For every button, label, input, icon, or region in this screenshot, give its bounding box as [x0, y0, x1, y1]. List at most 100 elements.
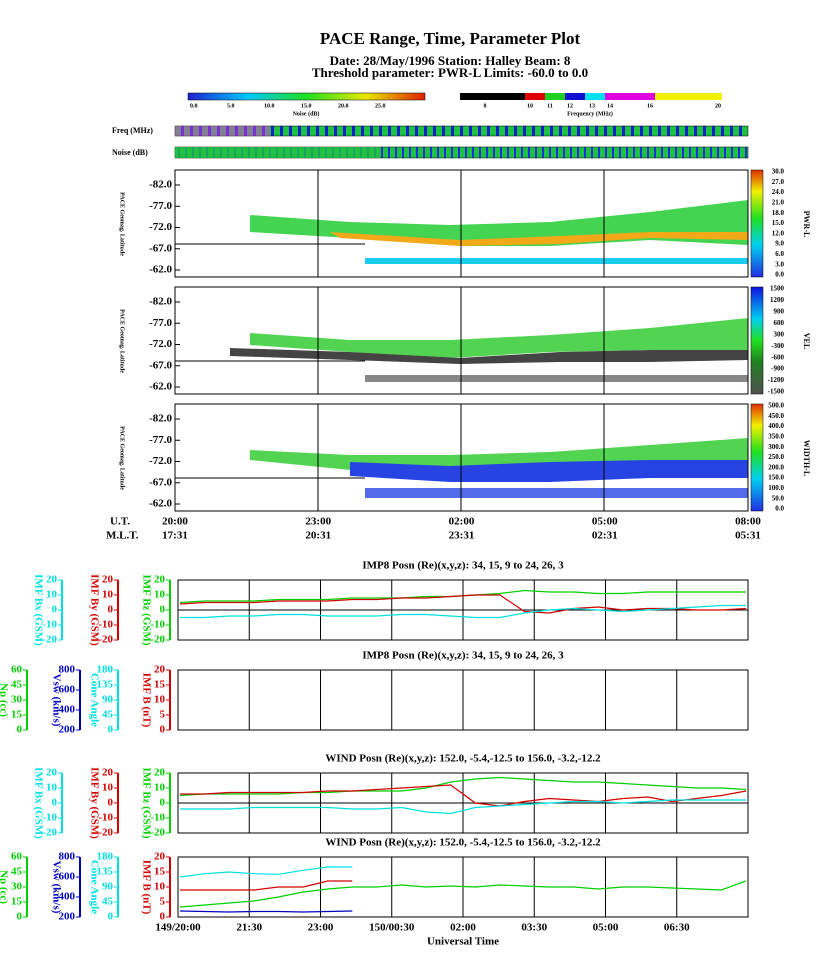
panel-title: IMP8 Posn (Re)(x,y,z): 34, 15, 9 to 24, …	[362, 650, 564, 662]
axis-tick-label: -20	[42, 827, 57, 839]
color-scale	[750, 403, 764, 512]
param-label: VEL	[802, 333, 811, 349]
axis-tick-label: 800	[59, 851, 76, 863]
strip-label: Noise (dB)	[112, 148, 148, 157]
y-tick-label: -72.0	[149, 455, 172, 467]
axis-tick-label: 20	[46, 767, 58, 779]
axis-tick-label: 90	[102, 881, 114, 893]
axis-tick-label: 0	[160, 604, 166, 616]
axis-label: IMF Bz (GSM)	[140, 574, 152, 645]
mlt-label: M.L.T.	[106, 530, 139, 542]
noise-tick: 15.0	[301, 103, 312, 109]
axis-label: IMF By (GSM)	[88, 767, 100, 839]
y-tick-label: -72.0	[149, 221, 172, 233]
date-line: Date: 28/May/1996 Station: Halley Beam: …	[330, 53, 571, 68]
title: PACE Range, Time, Parameter Plot	[320, 29, 581, 48]
axis-tick-label: 45	[102, 896, 114, 908]
axis-tick-label: 135	[97, 866, 114, 878]
freq-tick: 16	[647, 103, 653, 109]
axis-label: Cone Angle	[88, 673, 100, 727]
axis-tick-label: 20	[154, 664, 166, 676]
axis-label: IMF B (nT)	[140, 673, 152, 728]
scale-label: 1500	[770, 285, 785, 293]
axis-tick-label: 400	[59, 704, 76, 716]
freq-tick: 8	[484, 103, 487, 109]
axis-tick-label: -20	[150, 827, 165, 839]
axis-tick-label: 10	[154, 694, 166, 706]
scale-label: 21.0	[772, 199, 785, 207]
axis-tick-label: 200	[59, 724, 76, 736]
axis-tick-label: -10	[98, 619, 113, 631]
axis-tick-label: 400	[59, 891, 76, 903]
scale-label: 0.0	[775, 505, 784, 513]
axis-tick-label: 10	[154, 881, 166, 893]
axis-label: Cone Angle	[88, 860, 100, 914]
freq-tick: 14	[607, 103, 613, 109]
scale-label: 100.0	[768, 484, 784, 492]
imf-line	[180, 784, 747, 807]
axis-tick-label: -20	[42, 634, 57, 646]
axis-tick-label: 60	[11, 851, 23, 863]
axis-tick-label: 10	[154, 782, 166, 794]
threshold-line: Threshold parameter: PWR-L Limits: -60.0…	[312, 65, 588, 80]
axis-tick-label: 0	[52, 797, 58, 809]
axis-tick-label: 0	[108, 724, 114, 736]
ut-tick: 05:00	[592, 516, 618, 528]
y-tick-label: -62.0	[149, 498, 172, 510]
param-label: PWR-L	[802, 211, 811, 238]
axis-tick-label: 0	[108, 604, 114, 616]
panel-title: WIND Posn (Re)(x,y,z): 152.0, -5.4,-12.5…	[325, 837, 601, 849]
x-tick-label: 05:00	[593, 922, 619, 934]
axis-tick-label: 0	[17, 724, 23, 736]
scale-label: 400.0	[768, 422, 784, 430]
axis-tick-label: 30	[11, 881, 23, 893]
scale-label: 30.0	[772, 168, 785, 176]
noise-label: Noise (dB)	[293, 110, 320, 117]
mlt-tick: 17:31	[162, 530, 188, 542]
param-label: WIDTH-L	[802, 440, 811, 476]
mlt-tick: 05:31	[735, 530, 761, 542]
mlt-tick: 02:31	[592, 530, 618, 542]
x-axis-label: Universal Time	[427, 936, 499, 948]
axis-tick-label: 15	[11, 896, 23, 908]
axis-tick-label: 45	[11, 679, 23, 691]
axis-label: Vsw (km/s)	[50, 674, 62, 727]
y-tick-label: -82.0	[149, 179, 172, 191]
axis-tick-label: 20	[102, 574, 114, 586]
axis-tick-label: 0	[108, 797, 114, 809]
noise-tick: 0.0	[190, 103, 198, 109]
axis-label: IMF Bz (GSM)	[140, 767, 152, 838]
imf-line	[179, 594, 747, 614]
y-axis-label: PACE Geomag. Latitude	[119, 192, 125, 256]
ut-tick: 08:00	[735, 516, 761, 528]
axis-tick-label: -10	[42, 619, 57, 631]
axis-tick-label: 10	[46, 782, 58, 794]
scale-label: 500.0	[768, 402, 784, 410]
axis-tick-label: 15	[154, 679, 166, 691]
freq-colorbar	[460, 93, 722, 100]
axis-label: Np (cc)	[0, 870, 9, 904]
scale-label: 0.0	[775, 271, 784, 279]
ut-tick: 02:00	[449, 516, 475, 528]
mlt-tick: 23:31	[449, 530, 475, 542]
axis-label: IMF Bx (GSM)	[32, 574, 44, 646]
axis-tick-label: 30	[11, 694, 23, 706]
y-axis-label: PACE Geomag. Latitude	[119, 426, 125, 490]
axis-tick-label: 0	[17, 911, 23, 923]
axis-tick-label: 200	[59, 911, 76, 923]
scale-label: 300	[774, 330, 785, 338]
radar-echoes	[230, 200, 748, 498]
axis-tick-label: 180	[97, 664, 114, 676]
axis-label: IMF By (GSM)	[88, 574, 100, 646]
freq-tick: 20	[715, 103, 721, 109]
strip-label: Freq (MHz)	[112, 126, 153, 135]
x-tick-label: 150/00:30	[369, 922, 415, 934]
scale-label: 18.0	[772, 209, 785, 217]
scale-label: 150.0	[768, 474, 784, 482]
axis-tick-label: 5	[160, 709, 166, 721]
axis-tick-label: 20	[46, 574, 58, 586]
panel-title: WIND Posn (Re)(x,y,z): 152.0, -5.4,-12.5…	[325, 753, 601, 765]
axis-tick-label: -10	[42, 812, 57, 824]
scale-label: 24.0	[772, 188, 785, 196]
x-tick-label: 02:00	[450, 922, 476, 934]
